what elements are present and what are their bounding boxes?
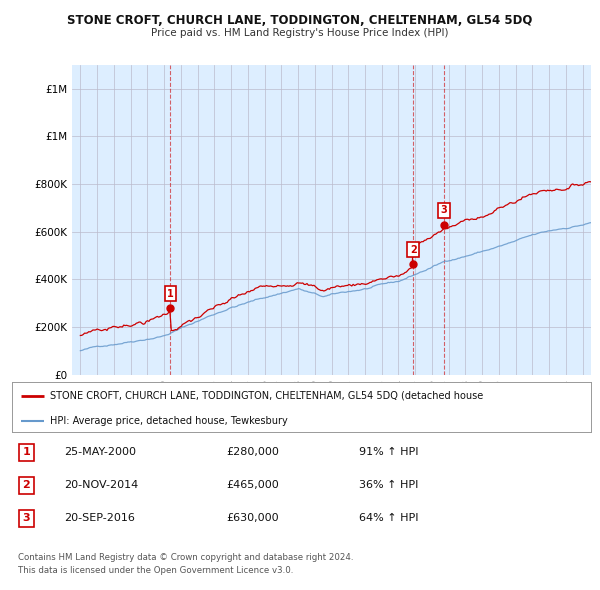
Text: 20-SEP-2016: 20-SEP-2016 [64, 513, 135, 523]
Text: Contains HM Land Registry data © Crown copyright and database right 2024.: Contains HM Land Registry data © Crown c… [18, 553, 353, 562]
Text: This data is licensed under the Open Government Licence v3.0.: This data is licensed under the Open Gov… [18, 566, 293, 575]
Text: £630,000: £630,000 [226, 513, 279, 523]
Text: STONE CROFT, CHURCH LANE, TODDINGTON, CHELTENHAM, GL54 5DQ: STONE CROFT, CHURCH LANE, TODDINGTON, CH… [67, 14, 533, 27]
Text: HPI: Average price, detached house, Tewkesbury: HPI: Average price, detached house, Tewk… [50, 416, 287, 426]
Text: 64% ↑ HPI: 64% ↑ HPI [359, 513, 419, 523]
Text: 2: 2 [410, 245, 416, 254]
Text: 25-MAY-2000: 25-MAY-2000 [64, 447, 136, 457]
Text: £465,000: £465,000 [226, 480, 279, 490]
Text: 36% ↑ HPI: 36% ↑ HPI [359, 480, 419, 490]
Text: 1: 1 [23, 447, 31, 457]
Text: Price paid vs. HM Land Registry's House Price Index (HPI): Price paid vs. HM Land Registry's House … [151, 28, 449, 38]
Text: 3: 3 [440, 205, 448, 215]
Text: 1: 1 [167, 289, 174, 299]
Text: £280,000: £280,000 [226, 447, 279, 457]
Text: 20-NOV-2014: 20-NOV-2014 [64, 480, 139, 490]
Text: 2: 2 [23, 480, 31, 490]
Text: STONE CROFT, CHURCH LANE, TODDINGTON, CHELTENHAM, GL54 5DQ (detached house: STONE CROFT, CHURCH LANE, TODDINGTON, CH… [50, 391, 483, 401]
Text: 91% ↑ HPI: 91% ↑ HPI [359, 447, 419, 457]
Text: 3: 3 [23, 513, 30, 523]
